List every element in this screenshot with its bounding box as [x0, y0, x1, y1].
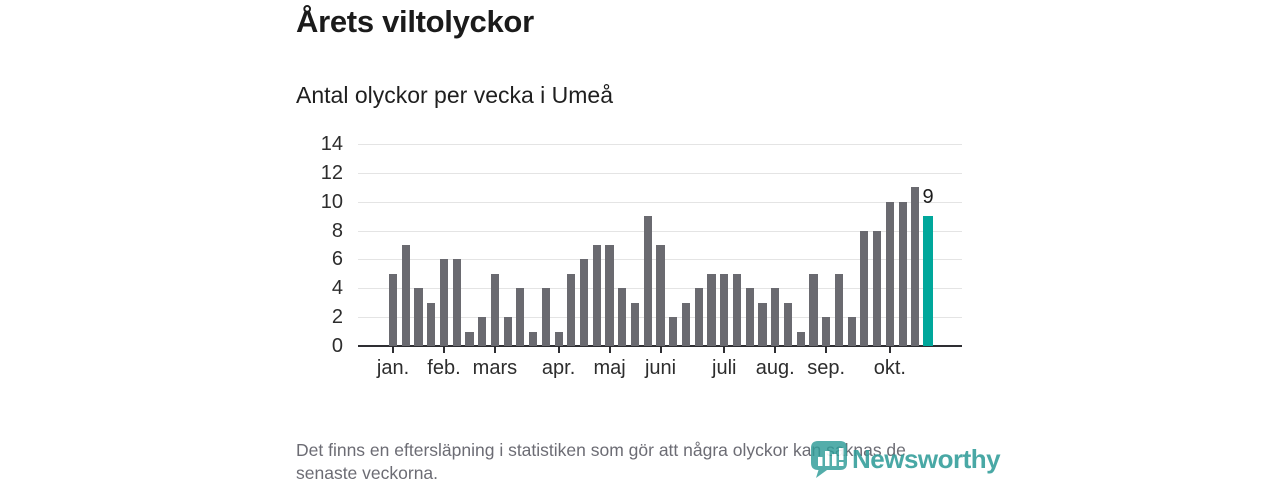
bar-week-33: [796, 331, 805, 346]
gridline-14: [358, 144, 962, 145]
bar-week-40: [885, 201, 894, 346]
bar-week-35: [822, 317, 831, 346]
bar-week-7: [465, 331, 474, 346]
highlight-value-label: 9: [922, 186, 934, 209]
x-tick-apr: [557, 346, 560, 353]
footnote-line: Det finns en eftersläpning i statistiken…: [296, 440, 906, 460]
bar-week-36: [834, 273, 843, 346]
newsworthy-chart-bubble-icon: [811, 441, 847, 478]
bar-week-28: [732, 273, 742, 346]
bar-week-34: [809, 273, 818, 346]
x-tick-juni: [659, 346, 662, 353]
x-tick-juli: [723, 346, 726, 353]
x-tick-feb: [442, 346, 445, 353]
bar-week-43: [923, 216, 933, 346]
x-tick-label-feb: feb.: [427, 357, 461, 379]
bar-week-16: [580, 259, 589, 346]
bar-week-6: [452, 259, 461, 346]
bar-chart: 0 2 4 6 8 10 12 14 jan. feb. mars apr. maj juni juli a…: [295, 130, 985, 400]
x-tick-sep: [825, 346, 828, 353]
x-tick-jan: [392, 346, 394, 353]
bar-week-42: [911, 187, 920, 346]
x-tick-label-okt: okt.: [873, 357, 906, 379]
y-tick-label-2: 2: [331, 306, 343, 329]
x-tick-maj: [608, 346, 611, 353]
chart-title: Årets viltolyckor: [296, 4, 534, 39]
bar-week-29: [745, 288, 754, 346]
x-tick-label-juni: juni: [644, 357, 677, 379]
bar-week-15: [567, 273, 576, 346]
x-tick-label-juli: juli: [712, 357, 737, 379]
bar-week-1: [388, 273, 398, 346]
gridline-12: [358, 172, 962, 174]
bar-week-39: [873, 230, 882, 346]
footnote-line: senaste veckorna.: [296, 462, 439, 480]
bar-week-12: [529, 331, 538, 346]
x-tick-label-apr: apr.: [541, 357, 576, 379]
y-tick-label-14: 14: [320, 133, 343, 155]
plot-area: jan. feb. mars apr. maj juni juli aug. sep. okt. 9: [358, 144, 962, 379]
x-tick-aug: [774, 346, 777, 353]
y-tick-label-4: 4: [331, 277, 343, 300]
bar-week-41: [898, 201, 907, 346]
x-tick-label-jan: jan.: [376, 357, 410, 379]
bar-week-5: [439, 259, 449, 346]
bar-week-25: [694, 288, 703, 346]
y-tick-label-10: 10: [320, 190, 343, 213]
gridline-10: [358, 201, 962, 203]
bar-week-4: [427, 302, 436, 346]
y-tick-label-0: 0: [331, 335, 343, 357]
bar-week-17: [592, 245, 601, 346]
bar-week-32: [783, 302, 793, 346]
bar-week-10: [503, 317, 512, 346]
x-tick-label-maj: maj: [593, 357, 626, 379]
newsworthy-logo: Newsworthy: [810, 440, 1001, 479]
y-tick-label-8: 8: [331, 219, 343, 242]
bar-week-9: [490, 273, 499, 346]
x-tick-label-mars: mars: [472, 357, 518, 379]
bar-week-11: [516, 288, 525, 346]
bar-week-30: [758, 302, 767, 346]
x-tick-okt: [888, 346, 891, 353]
x-tick-label-aug: aug.: [755, 357, 795, 379]
bar-week-3: [414, 288, 423, 346]
bar-week-37: [847, 317, 856, 346]
bar-week-2: [401, 245, 410, 346]
bar-week-20: [630, 302, 640, 346]
bar-week-8: [478, 317, 487, 346]
chart-subtitle: Antal olyckor per vecka i Umeå: [296, 82, 614, 108]
bar-week-24: [681, 302, 691, 346]
x-tick-mars: [493, 346, 496, 353]
bar-week-13: [541, 288, 550, 346]
bar-week-18: [605, 245, 614, 346]
y-tick-label-6: 6: [331, 248, 343, 271]
bar-week-23: [669, 317, 678, 346]
newsworthy-logo-text: Newsworthy: [852, 444, 1001, 474]
bar-week-19: [618, 288, 627, 346]
bar-week-22: [656, 245, 665, 346]
bar-week-14: [554, 331, 563, 346]
bar-week-38: [860, 230, 869, 346]
gridline-8: [358, 230, 962, 232]
bar-week-21: [643, 216, 652, 346]
y-tick-label-12: 12: [320, 161, 343, 184]
x-tick-label-sep: sep.: [807, 357, 846, 379]
footnote: Det finns en eftersläpning i statistiken…: [296, 439, 996, 480]
bar-week-31: [771, 288, 780, 346]
bar-week-26: [707, 273, 716, 346]
bar-week-27: [720, 273, 729, 346]
